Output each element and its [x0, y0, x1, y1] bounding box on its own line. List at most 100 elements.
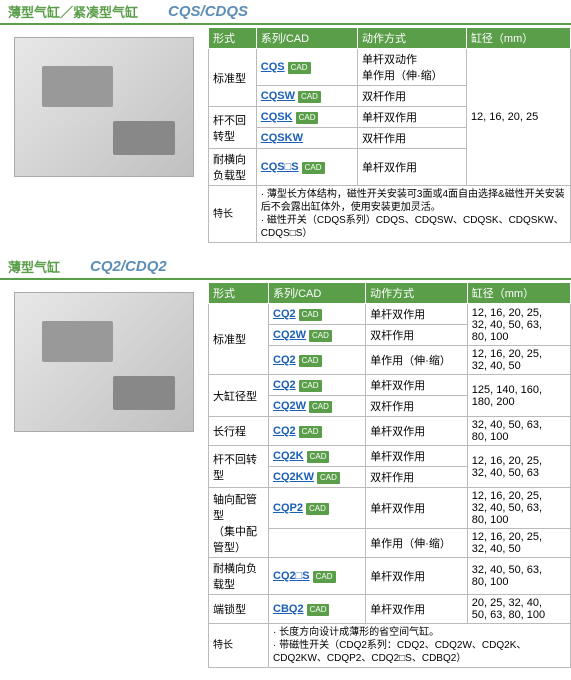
model-link[interactable]: CQ2: [273, 425, 296, 437]
section: 薄型气缸／紧凑型气缸CQS/CDQS形式系列/CAD动作方式缸径（mm）标准型C…: [0, 0, 571, 243]
cad-badge[interactable]: CAD: [307, 451, 330, 463]
cad-badge[interactable]: CAD: [307, 604, 330, 616]
model-link[interactable]: CQSKW: [261, 132, 303, 144]
form-cell: 轴向配管型（集中配管型）: [209, 488, 269, 558]
form-cell: 端锁型: [209, 595, 269, 624]
cad-badge[interactable]: CAD: [299, 426, 322, 438]
image-column: [0, 282, 208, 668]
bore-cell: 12, 16, 20, 25,32, 40, 50: [467, 346, 570, 375]
table-row: 标准型CQ2CAD单杆双作用12, 16, 20, 25,32, 40, 50,…: [209, 304, 571, 325]
model-cell: CQ2WCAD: [269, 396, 366, 417]
model-cell: CQSWCAD: [256, 86, 357, 107]
product-image: [14, 292, 194, 432]
action-cell: 单杆双作用: [366, 558, 468, 595]
cad-badge[interactable]: CAD: [299, 380, 322, 392]
action-cell: 单杆双作用: [358, 107, 467, 128]
section-content: 形式系列/CAD动作方式缸径（mm）标准型CQSCAD单杆双动作单作用（伸·缩）…: [0, 27, 571, 243]
action-cell: 单杆双动作单作用（伸·缩）: [358, 49, 467, 86]
table-header: 形式: [209, 28, 257, 49]
model-cell: CQSKCAD: [256, 107, 357, 128]
model-cell: CQP2CAD: [269, 488, 366, 529]
model-link[interactable]: CBQ2: [273, 603, 304, 615]
spec-table: 形式系列/CAD动作方式缸径（mm）标准型CQSCAD单杆双动作单作用（伸·缩）…: [208, 27, 571, 243]
action-cell: 单作用（伸·缩）: [366, 529, 468, 558]
model-link[interactable]: CQ2: [273, 354, 296, 366]
action-cell: 双杆作用: [366, 325, 468, 346]
action-cell: 双杆作用: [358, 128, 467, 149]
form-cell: 杆不回转型: [209, 107, 257, 149]
feature-text: · 薄型长方体结构，磁性开关安装可3面或4面自由选择&磁性开关安装后不会露出缸体…: [256, 186, 570, 243]
table-header: 动作方式: [366, 283, 468, 304]
bore-cell: 12, 16, 20, 25,32, 40, 50, 63: [467, 446, 570, 488]
cad-badge[interactable]: CAD: [306, 503, 329, 515]
feature-label: 特长: [209, 624, 269, 668]
action-cell: 双杆作用: [366, 396, 468, 417]
feature-label: 特长: [209, 186, 257, 243]
model-cell: CQ2WCAD: [269, 325, 366, 346]
action-cell: 双杆作用: [366, 467, 468, 488]
table-header: 缸径（mm）: [467, 283, 570, 304]
model-cell: CQ2KWCAD: [269, 467, 366, 488]
model-link[interactable]: CQ2KW: [273, 471, 314, 483]
form-cell: 大缸径型: [209, 375, 269, 417]
model-link[interactable]: CQ2: [273, 379, 296, 391]
cad-badge[interactable]: CAD: [309, 401, 332, 413]
product-image: [14, 37, 194, 177]
model-link[interactable]: CQ2: [273, 308, 296, 320]
model-link[interactable]: CQS: [261, 61, 285, 73]
action-cell: 单杆双作用: [366, 446, 468, 467]
bore-cell: 32, 40, 50, 63,80, 100: [467, 417, 570, 446]
table-row: 耐横向负载型CQ2□SCAD单杆双作用32, 40, 50, 63,80, 10…: [209, 558, 571, 595]
cad-badge[interactable]: CAD: [317, 472, 340, 484]
model-cell: CQ2CAD: [269, 417, 366, 446]
model-link[interactable]: CQ2W: [273, 400, 306, 412]
cad-badge[interactable]: CAD: [299, 355, 322, 367]
cad-badge[interactable]: CAD: [299, 309, 322, 321]
model-link[interactable]: CQ2□S: [273, 570, 310, 582]
model-cell: CQ2□SCAD: [269, 558, 366, 595]
action-cell: 单杆双作用: [358, 149, 467, 186]
cad-badge[interactable]: CAD: [296, 112, 319, 124]
model-link[interactable]: CQP2: [273, 502, 303, 514]
model-link[interactable]: CQSK: [261, 111, 293, 123]
model-link[interactable]: CQSW: [261, 90, 295, 102]
action-cell: 单杆双作用: [366, 595, 468, 624]
feature-row: 特长· 薄型长方体结构，磁性开关安装可3面或4面自由选择&磁性开关安装后不会露出…: [209, 186, 571, 243]
model-cell: CQ2CAD: [269, 375, 366, 396]
bore-cell: 32, 40, 50, 63,80, 100: [467, 558, 570, 595]
cad-badge[interactable]: CAD: [309, 330, 332, 342]
bore-cell: 12, 16, 20, 25,32, 40, 50, 63,80, 100: [467, 488, 570, 529]
cad-badge[interactable]: CAD: [302, 162, 325, 174]
model-link[interactable]: CQ2W: [273, 329, 306, 341]
form-cell: 标准型: [209, 304, 269, 375]
bore-cell: 125, 140, 160,180, 200: [467, 375, 570, 417]
table-header: 形式: [209, 283, 269, 304]
action-cell: 单杆双作用: [366, 417, 468, 446]
table-row: 长行程CQ2CAD单杆双作用32, 40, 50, 63,80, 100: [209, 417, 571, 446]
form-cell: 长行程: [209, 417, 269, 446]
form-cell: 耐横向负载型: [209, 558, 269, 595]
section-content: 形式系列/CAD动作方式缸径（mm）标准型CQ2CAD单杆双作用12, 16, …: [0, 282, 571, 668]
feature-row: 特长· 长度方向设计成薄形的省空间气缸。· 带磁性开关（CDQ2系列：CDQ2、…: [209, 624, 571, 668]
image-column: [0, 27, 208, 243]
bore-cell: 12, 16, 20, 25,32, 40, 50, 63,80, 100: [467, 304, 570, 346]
action-cell: 单作用（伸·缩）: [366, 346, 468, 375]
form-cell: 杆不回转型: [209, 446, 269, 488]
model-cell: [269, 529, 366, 558]
model-link[interactable]: CQ2K: [273, 450, 304, 462]
bore-cell: 12, 16, 20, 25: [466, 49, 570, 186]
cad-badge[interactable]: CAD: [313, 571, 336, 583]
table-header: 缸径（mm）: [466, 28, 570, 49]
table-row: 端锁型 CBQ2CAD 单杆双作用20, 25, 32, 40,50, 63, 80…: [209, 595, 571, 624]
section-title: 薄型气缸／紧凑型气缸: [0, 2, 138, 21]
cad-badge[interactable]: CAD: [288, 62, 311, 74]
table-header: 系列/CAD: [256, 28, 357, 49]
bore-cell: 20, 25, 32, 40,50, 63, 80, 100: [467, 595, 570, 624]
spec-table: 形式系列/CAD动作方式缸径（mm）标准型CQ2CAD单杆双作用12, 16, …: [208, 282, 571, 668]
model-link[interactable]: CQS□S: [261, 161, 299, 173]
model-cell: CQSKW: [256, 128, 357, 149]
table-header: 系列/CAD: [269, 283, 366, 304]
cad-badge[interactable]: CAD: [298, 91, 321, 103]
model-cell: CQ2CAD: [269, 346, 366, 375]
action-cell: 单杆双作用: [366, 488, 468, 529]
